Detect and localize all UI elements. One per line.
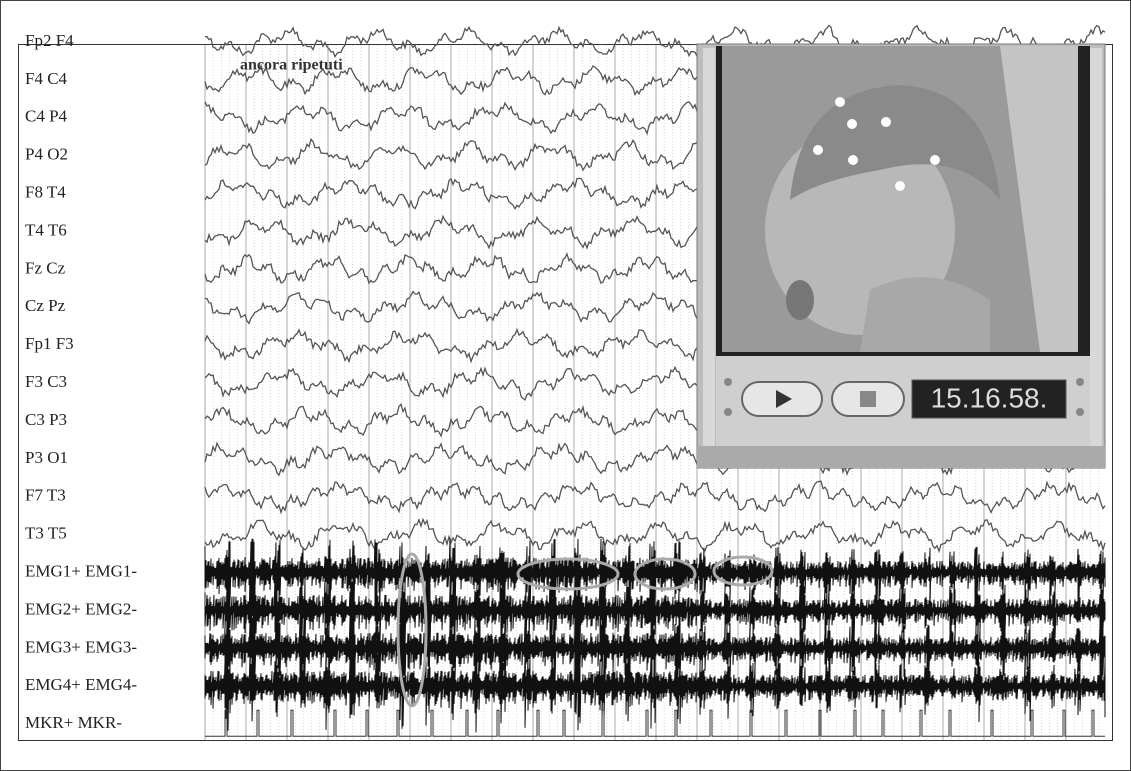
channel-label: F3 C3 bbox=[25, 372, 67, 391]
player-rail bbox=[703, 48, 715, 460]
channel-label: EMG1+ EMG1- bbox=[25, 562, 137, 581]
annotation: ancora ripetuti bbox=[240, 57, 343, 74]
figure: Fp2 F4 F4 C4 C4 P4 P4 O2 F8 T4 T4 T6 Fz Cz Cz P… bbox=[0, 0, 1131, 771]
screw bbox=[1076, 378, 1084, 386]
channel-label: P3 O1 bbox=[25, 448, 68, 467]
player-rail bbox=[1090, 48, 1102, 460]
channel-label: F4 C4 bbox=[25, 69, 68, 88]
channel-label: C4 P4 bbox=[25, 107, 68, 126]
channel-label: EMG4+ EMG4- bbox=[25, 675, 137, 694]
screw bbox=[724, 378, 732, 386]
eeg-figure: Fp2 F4 F4 C4 C4 P4 P4 O2 F8 T4 T4 T6 Fz Cz Cz P… bbox=[0, 0, 1131, 771]
channel-label: Fz Cz bbox=[25, 258, 66, 277]
channel-label: EMG2+ EMG2- bbox=[25, 599, 137, 618]
timestamp: 15.16.58. bbox=[931, 382, 1048, 413]
channel-label: T3 T5 bbox=[25, 524, 67, 543]
channel-label: F7 T3 bbox=[25, 486, 66, 505]
channel-label: EMG3+ EMG3- bbox=[25, 637, 137, 656]
play-button[interactable] bbox=[742, 382, 822, 416]
channel-label: F8 T4 bbox=[25, 183, 66, 202]
channel-label: C3 P3 bbox=[25, 410, 67, 429]
stop-button[interactable] bbox=[832, 382, 904, 416]
channel-label: P4 O2 bbox=[25, 145, 68, 164]
channel-label: MKR+ MKR- bbox=[25, 713, 122, 732]
channel-label: Cz Pz bbox=[25, 296, 66, 315]
player-base bbox=[697, 446, 1105, 468]
channel-label: Fp2 F4 bbox=[25, 31, 74, 50]
screw bbox=[1076, 408, 1084, 416]
channel-label: T4 T6 bbox=[25, 220, 67, 239]
stop-icon[interactable] bbox=[860, 391, 876, 407]
channel-label: Fp1 F3 bbox=[25, 334, 74, 353]
screw bbox=[724, 408, 732, 416]
video-player: 15.16.58. bbox=[697, 44, 1105, 468]
pacifier bbox=[786, 280, 814, 320]
